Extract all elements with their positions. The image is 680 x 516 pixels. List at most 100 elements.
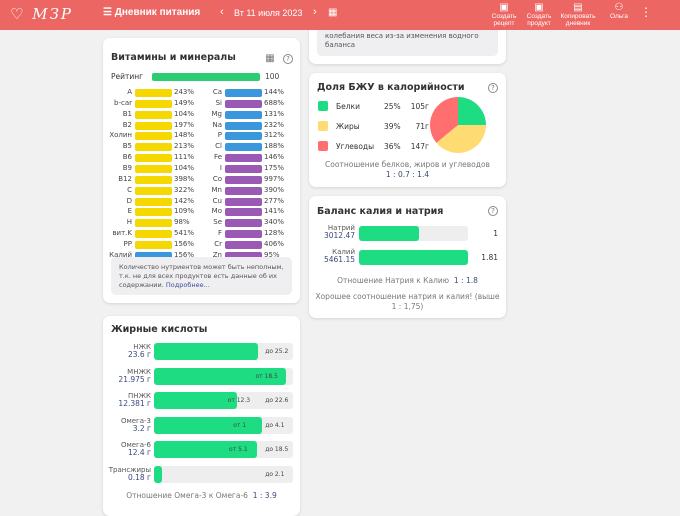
nutrient-percent: 340% — [264, 218, 285, 227]
card-title: Жирные кислоты — [111, 324, 208, 335]
nutrient-percent: 144% — [264, 88, 285, 96]
date-label[interactable]: Вт 11 июля 2023 — [234, 8, 303, 18]
ratio-label: Соотношение белков, жиров и углеводов — [325, 160, 490, 169]
nutrient-row[interactable]: Mg 131% — [193, 110, 293, 119]
nutrient-bar — [225, 89, 262, 97]
nutrient-row[interactable]: B6 111% — [103, 153, 203, 163]
nutrient-name: Se — [213, 218, 222, 227]
nutrient-row[interactable]: C 322% — [103, 186, 203, 195]
nutrient-bar — [225, 240, 262, 249]
next-day-button[interactable]: › — [313, 6, 317, 18]
legend-swatch — [318, 101, 328, 111]
nutrient-row[interactable]: Калий 156% — [103, 251, 203, 260]
nutrient-name: A — [127, 88, 132, 96]
nutrient-percent: 128% — [264, 229, 285, 238]
nutrient-percent: 156% — [174, 250, 195, 259]
nutrient-percent: 232% — [264, 120, 285, 129]
label: Копировать дневник — [560, 13, 596, 27]
mineral-amount: 5461.15 — [323, 255, 355, 264]
nutrient-percent: 95% — [264, 250, 280, 259]
fatty-acid-name: МНЖК — [127, 367, 151, 376]
nutrient-bar — [135, 121, 172, 130]
copy-icon: ▤ — [573, 2, 583, 13]
pie-slice-2 — [430, 97, 458, 143]
nutrient-row[interactable]: B12 398% — [103, 175, 203, 184]
nutrient-row[interactable]: PP 156% — [103, 240, 203, 249]
create-product-button[interactable]: ▣ Создать продукт — [520, 2, 558, 27]
nutrient-row[interactable]: Холин 148% — [103, 131, 203, 141]
copy-diary-button[interactable]: ▤ Копировать дневник — [557, 2, 599, 27]
help-icon[interactable]: ? — [488, 206, 498, 216]
nutrient-row[interactable]: Zn 95% — [193, 251, 293, 260]
nutrient-row[interactable]: Cr 406% — [193, 240, 293, 249]
nutrient-name: b-car — [114, 98, 132, 107]
legend-percent: 25% — [384, 102, 401, 111]
nutrient-bar — [225, 230, 262, 239]
nutrient-row[interactable]: Mo 141% — [193, 207, 293, 217]
nutrient-row[interactable]: F 128% — [193, 229, 293, 239]
fatty-acid-name: НЖК — [133, 343, 151, 351]
nutrient-row[interactable]: Fe 146% — [193, 153, 293, 163]
nutrient-bar — [135, 219, 172, 228]
nutrient-row[interactable]: Ca 144% — [193, 88, 293, 97]
nutrient-bar — [135, 110, 172, 119]
nutrient-percent: 142% — [174, 196, 195, 205]
help-icon[interactable]: ? — [488, 83, 498, 93]
create-recipe-button[interactable]: ▣ Создать рецепт — [485, 2, 523, 27]
nutrient-row[interactable]: Cl 188% — [193, 142, 293, 152]
nutrient-percent: 197% — [174, 120, 195, 129]
nutrient-bar — [225, 132, 262, 141]
calendar-icon[interactable]: ▦ — [328, 7, 338, 18]
nutrient-row[interactable]: вит.K 541% — [103, 229, 203, 239]
label: Создать продукт — [526, 13, 552, 27]
nutrient-bar — [135, 132, 172, 141]
more-menu-icon[interactable]: ⋮ — [640, 5, 652, 19]
menu-button[interactable]: ☰ Дневник питания — [103, 7, 200, 18]
nutrient-row[interactable]: P 312% — [193, 131, 293, 141]
nutrient-row[interactable]: b-car 149% — [103, 99, 203, 108]
more-link[interactable]: Подробнее... — [165, 281, 210, 289]
nutrient-name: B9 — [122, 163, 132, 172]
bju-card: Доля БЖУ в калорийности ? Белки 25% 105г Жи… — [309, 73, 506, 187]
prev-day-button[interactable]: ‹ — [220, 6, 224, 18]
pie-slice-1 — [436, 125, 486, 153]
nutrient-row[interactable]: B1 104% — [103, 110, 203, 119]
nutrient-row[interactable]: B5 213% — [103, 142, 203, 152]
nutrient-row[interactable]: E 109% — [103, 207, 203, 217]
nutrient-row[interactable]: B2 197% — [103, 121, 203, 130]
table-icon[interactable]: ▦ — [265, 53, 275, 64]
fatty-acid-fill — [154, 392, 238, 409]
fatty-acid-name: ПНЖК — [127, 392, 151, 400]
legend-grams: 147г — [410, 142, 429, 151]
potassium-sodium-card: Баланс калия и натрия ? Натрий 3012.47 1 Ка… — [309, 196, 506, 318]
fatty-acid-amount: 3.2 г — [132, 423, 151, 433]
legend-grams: 105г — [410, 102, 429, 111]
nutrient-row[interactable]: Si 688% — [193, 99, 293, 108]
nutrient-row[interactable]: I 175% — [193, 164, 293, 173]
nutrient-bar — [135, 186, 172, 195]
card-title: Витамины и минералы — [111, 52, 236, 63]
nutrient-row[interactable]: H 98% — [103, 218, 203, 228]
nutrient-row[interactable]: Cu 277% — [193, 197, 293, 206]
nutrient-row[interactable]: Na 232% — [193, 121, 293, 130]
nutrient-row[interactable]: B9 104% — [103, 164, 203, 173]
nutrient-bar — [135, 89, 172, 97]
norm-marker: до 22.6 — [265, 397, 289, 404]
label: Ольга — [609, 13, 628, 20]
nutrient-percent: 149% — [174, 98, 195, 107]
nutrient-row[interactable]: D 142% — [103, 197, 203, 206]
nutrient-name: E — [127, 207, 132, 216]
balance-ratio: 1 — [493, 229, 498, 238]
rating-bar — [152, 73, 260, 81]
help-icon[interactable]: ? — [283, 54, 293, 64]
logo[interactable]: ♡ МЗР — [10, 5, 73, 23]
fatty-acid-label: Омега-6 12.4 г — [103, 441, 151, 457]
nutrient-row[interactable]: Mn 390% — [193, 186, 293, 195]
nutrient-row[interactable]: Co 997% — [193, 175, 293, 184]
ratio-label: Отношение Натрия к Калию — [337, 276, 450, 285]
nutrient-row[interactable]: Se 340% — [193, 218, 293, 228]
user-button[interactable]: ⚇ Ольга — [600, 2, 638, 20]
nutrient-row[interactable]: A 243% — [103, 88, 203, 97]
label: Создать рецепт — [491, 13, 517, 27]
hamburger-icon: ☰ — [103, 7, 115, 18]
